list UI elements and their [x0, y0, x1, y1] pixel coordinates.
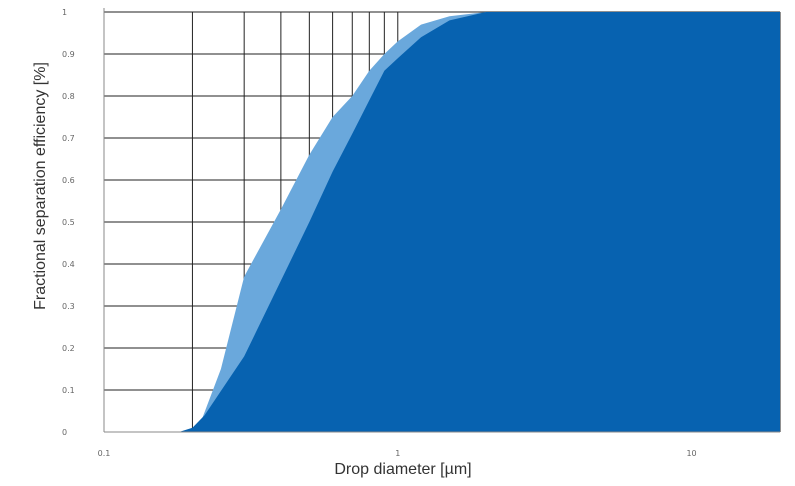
y-tick-label: 0.1 [62, 386, 75, 395]
y-tick-label: 0.3 [62, 302, 75, 311]
y-tick-label: 0.2 [62, 344, 75, 353]
y-tick-label: 0 [62, 428, 67, 437]
x-axis-label: Drop diameter [µm] [334, 461, 471, 478]
y-tick-label: 0.5 [62, 218, 75, 227]
y-tick-label: 0.4 [62, 260, 75, 269]
series-area-2 [104, 12, 780, 432]
x-tick-label: 10 [686, 449, 696, 458]
y-tick-label: 0.8 [62, 92, 75, 101]
x-tick-label: 1 [395, 449, 400, 458]
y-tick-label: 1 [62, 8, 67, 17]
y-tick-label: 0.7 [62, 134, 75, 143]
x-tick-label: 0.1 [98, 449, 111, 458]
y-axis-label: Fractional separation efficiency [%] [32, 62, 49, 310]
y-tick-labels: 0 0.1 0.2 0.3 0.4 0.5 0.6 0.7 0.8 0.9 1 [62, 8, 75, 437]
x-tick-labels: 0.1 1 10 [98, 449, 697, 458]
series-areas [104, 12, 780, 432]
y-tick-label: 0.9 [62, 50, 75, 59]
y-tick-label: 0.6 [62, 176, 75, 185]
